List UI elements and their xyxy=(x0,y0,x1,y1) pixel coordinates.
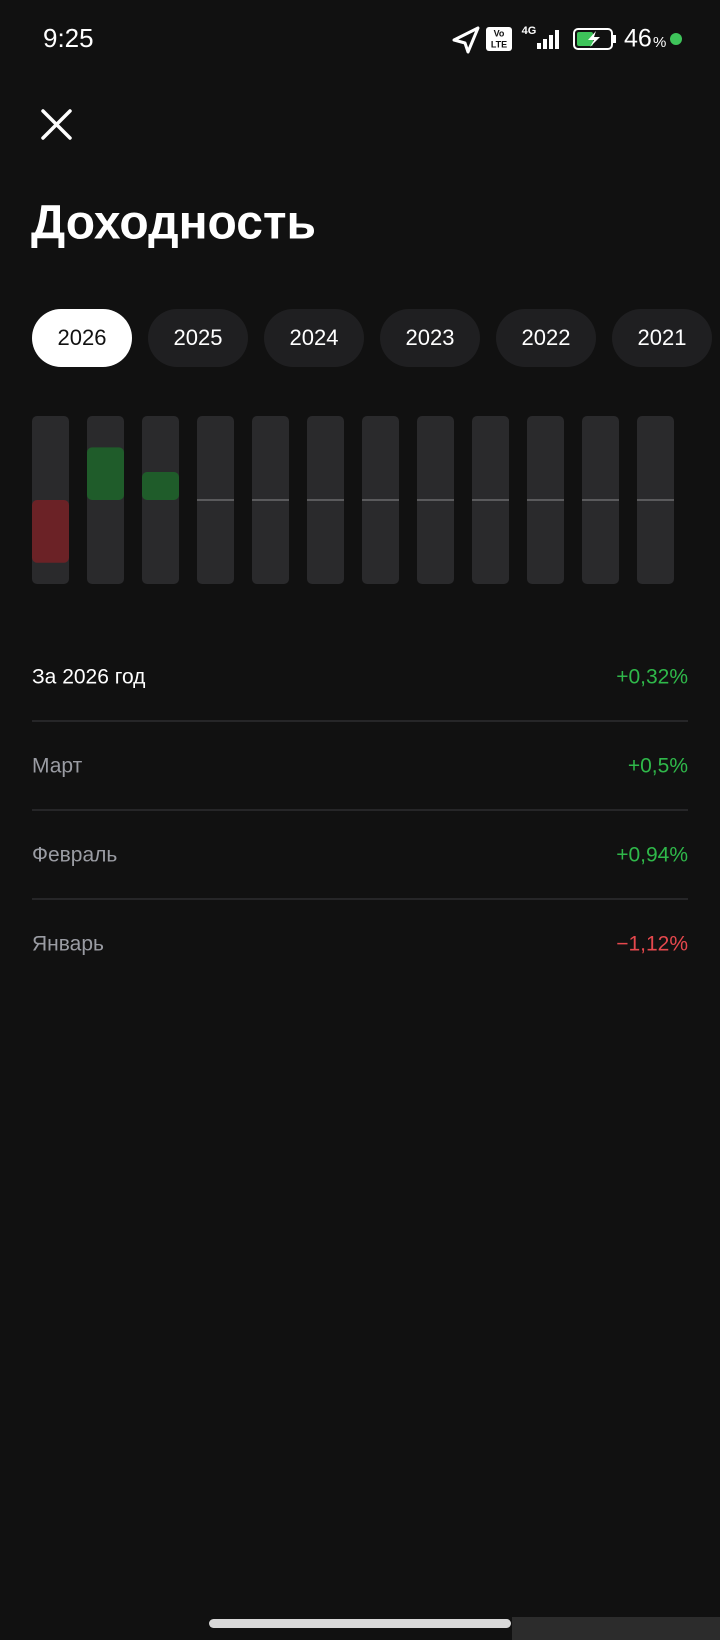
volte-text: LTE xyxy=(491,39,507,49)
battery-percent: 46 xyxy=(624,25,652,53)
nav-overlay xyxy=(512,1617,720,1640)
close-icon xyxy=(41,109,72,140)
row-value: −1,12% xyxy=(616,933,688,956)
monthly-chart xyxy=(32,416,674,584)
tab-background[interactable] xyxy=(612,309,712,367)
status-dot xyxy=(670,33,682,45)
year-tab[interactable]: 2024 xyxy=(264,309,364,367)
year-tab[interactable]: 2025 xyxy=(148,309,248,367)
year-tab[interactable]: 2021 xyxy=(612,309,712,367)
row-label: Март xyxy=(32,755,83,778)
network-type: 4G xyxy=(522,25,537,37)
month-bar xyxy=(142,472,179,500)
battery-tip xyxy=(613,35,616,43)
month-bar xyxy=(32,500,69,563)
tab-label[interactable]: 2025 xyxy=(174,325,223,350)
status-time: 9:25 xyxy=(43,23,94,53)
year-tab[interactable]: 2026 xyxy=(32,309,132,367)
tab-label[interactable]: 2021 xyxy=(638,325,687,350)
battery-level xyxy=(577,32,593,46)
row-value: +0,5% xyxy=(628,755,688,778)
row-value: +0,94% xyxy=(616,844,688,867)
page-title: Доходность xyxy=(31,197,316,250)
battery-unit: % xyxy=(653,34,666,51)
tab-label[interactable]: 2023 xyxy=(406,325,455,350)
signal-icon xyxy=(537,30,559,49)
year-tab[interactable]: 2022 xyxy=(496,309,596,367)
tab-label[interactable]: 2026 xyxy=(58,325,107,350)
tab-background[interactable] xyxy=(32,309,132,367)
year-tab[interactable]: 2023 xyxy=(380,309,480,367)
close-button[interactable] xyxy=(32,100,82,150)
tab-background[interactable] xyxy=(380,309,480,367)
tab-label[interactable]: 2024 xyxy=(290,325,339,350)
battery-icon xyxy=(573,28,613,50)
year-tabs: 2026 2025 2024 2023 2022 2021 xyxy=(32,309,712,367)
row-label: Февраль xyxy=(32,844,117,867)
month-bar xyxy=(87,447,124,500)
tab-background[interactable] xyxy=(496,309,596,367)
row-value: +0,32% xyxy=(616,666,688,689)
row-label: Январь xyxy=(32,933,104,956)
tab-background[interactable] xyxy=(148,309,248,367)
volte-icon xyxy=(486,27,512,51)
returns-list: За 2026 год +0,32% Март +0,5% Февраль +0,94% Я… xyxy=(32,666,688,956)
home-indicator xyxy=(209,1619,511,1628)
tab-background[interactable] xyxy=(264,309,364,367)
location-icon xyxy=(452,26,480,54)
tab-label[interactable]: 2022 xyxy=(522,325,571,350)
volte-text: Vo xyxy=(494,28,505,38)
charging-icon xyxy=(588,31,600,47)
row-label: За 2026 год xyxy=(32,666,145,689)
